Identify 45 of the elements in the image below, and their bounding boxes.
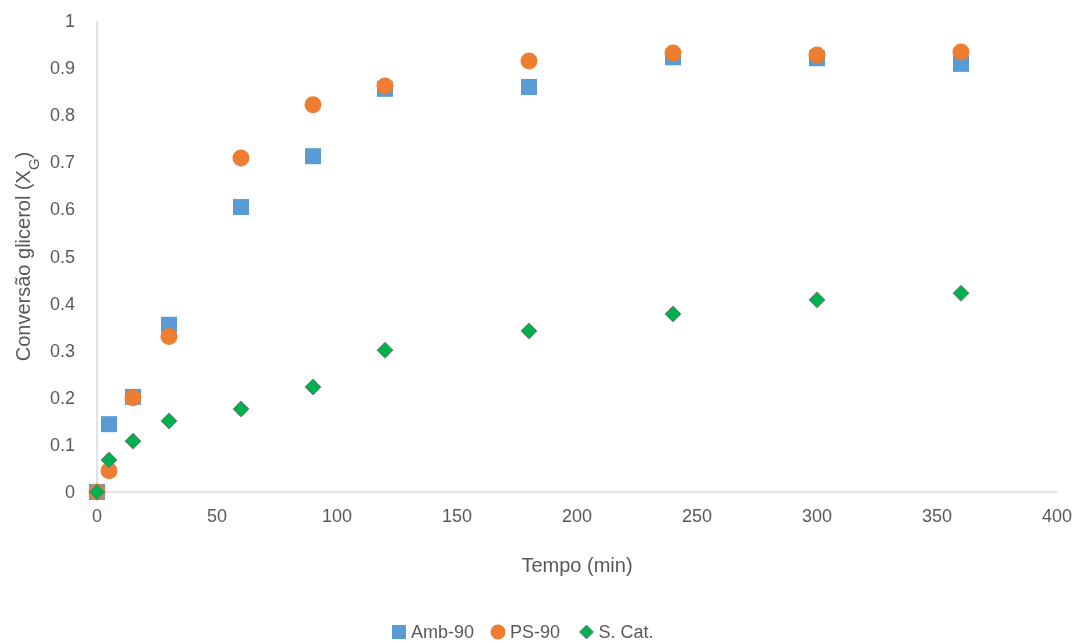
point: [233, 199, 249, 216]
point: [664, 44, 682, 62]
y-tick-label: 0.8: [49, 105, 75, 126]
point: [808, 291, 826, 309]
legend-label: S. Cat.: [598, 622, 654, 642]
point: [521, 78, 537, 95]
point: [520, 52, 538, 70]
y-tick-label: 1: [64, 11, 75, 31]
point: [124, 432, 142, 450]
point: [101, 416, 117, 433]
point: [952, 284, 970, 302]
x-tick-label: 250: [681, 506, 713, 526]
x-tick-label: 50: [206, 506, 228, 526]
y-tick-label: 0.5: [49, 246, 75, 267]
y-tick-label: 0.1: [49, 434, 75, 455]
point: [376, 341, 394, 359]
x-tick-label: 150: [441, 506, 473, 526]
x-tick-label: 200: [561, 506, 593, 526]
point: [304, 96, 322, 114]
point: [160, 328, 178, 346]
point: [305, 148, 321, 165]
point: [232, 400, 250, 418]
legend-label: PS-90: [510, 622, 561, 642]
point: [100, 451, 118, 469]
y-tick-label: 0.3: [49, 340, 75, 361]
point: [952, 43, 970, 61]
point: [808, 46, 826, 64]
x-tick-label: 0: [91, 506, 103, 526]
x-axis-title: Tempo (min): [521, 554, 633, 576]
legend-label: Amb-90: [411, 622, 475, 642]
point: [304, 378, 322, 396]
point: [520, 322, 538, 340]
y-tick-label: 0.2: [49, 387, 75, 408]
x-tick-label: 400: [1041, 506, 1073, 526]
y-tick-label: 0.4: [49, 293, 75, 314]
y-tick-label: 0: [64, 482, 75, 502]
x-tick-label: 350: [921, 506, 953, 526]
y-tick-label: 0.9: [49, 58, 75, 79]
y-tick-label: 0.7: [49, 152, 75, 173]
point: [160, 412, 178, 430]
point: [232, 149, 250, 167]
x-tick-label: 100: [321, 506, 353, 526]
x-tick-label: 300: [801, 506, 833, 526]
point: [664, 305, 682, 323]
y-tick-label: 0.6: [49, 199, 75, 220]
